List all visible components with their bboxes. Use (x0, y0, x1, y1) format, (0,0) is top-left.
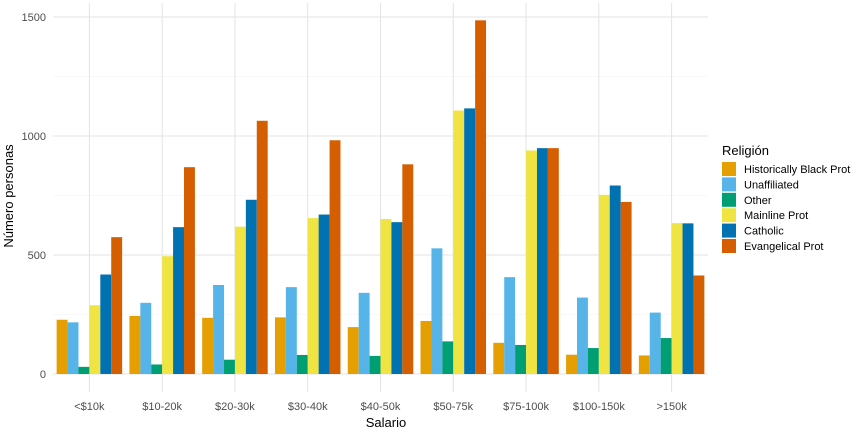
bar (464, 108, 476, 374)
legend-key (722, 162, 736, 176)
bar (660, 338, 672, 374)
bar (504, 277, 516, 374)
y-tick-label: 500 (28, 250, 46, 262)
bar (391, 222, 403, 374)
bar (369, 355, 381, 374)
bar (431, 248, 443, 374)
bar (671, 223, 683, 374)
bar (515, 344, 527, 374)
bar (526, 150, 537, 374)
bar (307, 218, 319, 374)
x-tick-label: $50-75k (433, 401, 473, 413)
bar (162, 256, 174, 374)
bar (566, 354, 577, 374)
bar (536, 148, 548, 374)
legend: Religión Historically Black Prot Unaffili… (722, 143, 850, 253)
legend-label: Mainline Prot (744, 210, 808, 222)
x-axis-title: Salario (366, 415, 406, 430)
bar (493, 342, 505, 374)
bars (56, 20, 705, 375)
bar (402, 164, 414, 374)
bar (184, 167, 195, 374)
x-tick-label: $100-150k (573, 401, 625, 413)
x-tick-label: $30-40k (288, 401, 328, 413)
legend-label: Catholic (744, 226, 784, 238)
x-axis-ticks: <$10k $10-20k $20-30k $30-40k $40-50k $50-75k… (74, 401, 687, 413)
x-tick-label: $40-50k (361, 401, 401, 413)
x-tick-label: $20-30k (215, 401, 255, 413)
bar (649, 312, 661, 374)
bar (151, 364, 163, 374)
bar (420, 320, 432, 374)
bar (89, 305, 101, 374)
legend-label: Historically Black Prot (744, 164, 850, 176)
bar (285, 287, 297, 374)
bar (234, 226, 246, 374)
bar (173, 227, 184, 374)
bar (577, 297, 588, 374)
legend-label: Other (744, 195, 772, 207)
bar (67, 322, 79, 374)
plot-panel (53, 3, 708, 392)
bar (442, 341, 454, 374)
legend-key (722, 192, 736, 207)
bar (638, 355, 650, 374)
bar (620, 201, 632, 374)
bar (347, 327, 359, 374)
bar (140, 302, 152, 374)
y-tick-label: 1000 (22, 131, 46, 143)
bar (329, 140, 341, 374)
bar (358, 292, 370, 374)
bar (213, 284, 225, 374)
legend-key (722, 177, 736, 192)
bar (693, 275, 705, 374)
bar (587, 348, 599, 374)
y-tick-label: 0 (40, 369, 46, 381)
x-tick-label: <$10k (74, 401, 105, 413)
bar (547, 148, 559, 374)
bar (245, 199, 257, 374)
bar (380, 219, 392, 374)
bar (475, 20, 487, 375)
legend-key (722, 208, 736, 223)
bar (682, 223, 694, 374)
y-axis-ticks: 0 500 1000 1500 (22, 12, 46, 381)
legend-label: Unaffiliated (744, 179, 799, 191)
legend-label: Evangelical Prot (744, 241, 824, 253)
y-axis-title: Número personas (1, 144, 16, 248)
bar (274, 317, 286, 374)
bar (202, 317, 214, 374)
bar (318, 214, 330, 374)
bar (598, 194, 610, 374)
y-tick-label: 1500 (22, 12, 46, 24)
x-tick-label: $75-100k (503, 401, 549, 413)
legend-key (722, 223, 736, 238)
bar (256, 120, 268, 375)
bar (111, 237, 123, 374)
legend-title: Religión (722, 143, 769, 158)
bar (129, 315, 141, 374)
x-tick-label: >150k (656, 401, 687, 413)
legend-key (722, 239, 736, 253)
bar (609, 185, 621, 374)
bar (56, 319, 68, 374)
x-tick-label: $10-20k (142, 401, 182, 413)
bar (78, 366, 90, 374)
bar (224, 359, 235, 374)
bar (100, 274, 112, 374)
bar (453, 110, 465, 374)
bar (296, 354, 308, 374)
